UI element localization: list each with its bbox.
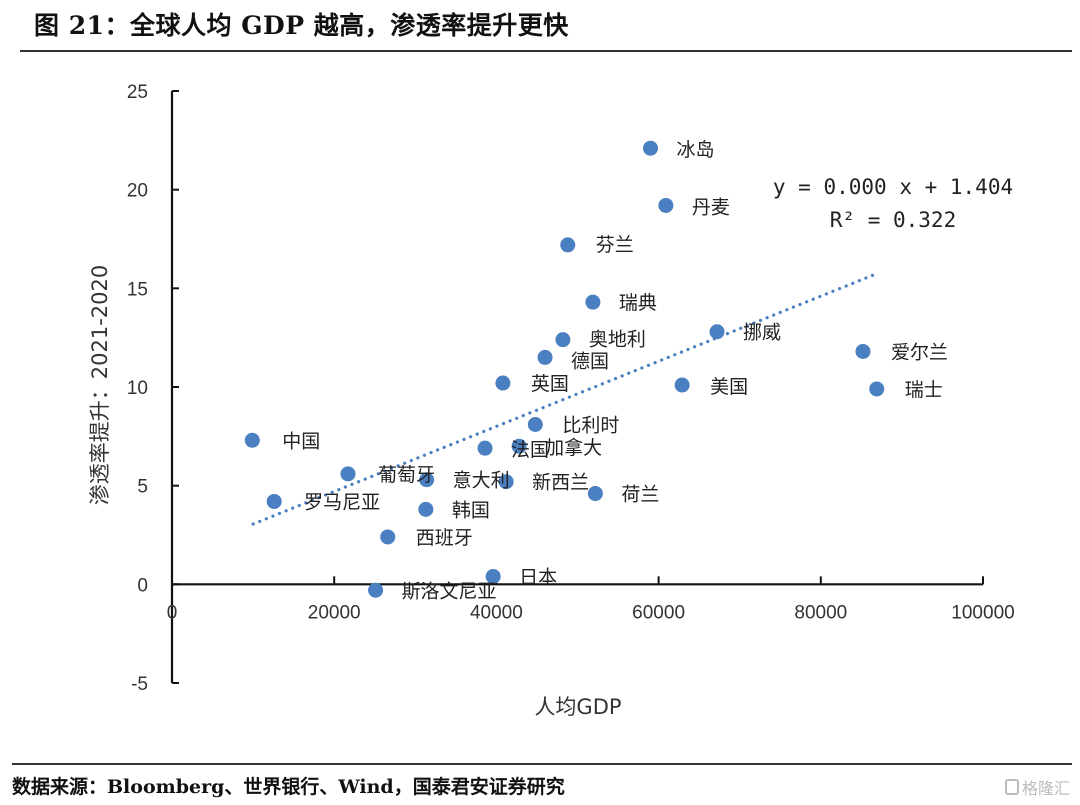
- point-label: 中国: [282, 430, 320, 452]
- y-tick-label: 15: [127, 279, 148, 300]
- y-tick-label: 5: [137, 477, 148, 498]
- point-label: 新西兰: [532, 472, 589, 494]
- axes: -5 0 5 10 15 20 25 0 20000 40000 60000 80000 100000: [127, 82, 1015, 695]
- top-divider: [20, 50, 1072, 52]
- point-label: 斯洛文尼亚: [402, 580, 497, 602]
- y-tick-label: 20: [127, 181, 148, 202]
- point-label: 丹麦: [692, 196, 730, 218]
- point-label: 法国: [511, 439, 549, 461]
- point-label: 西班牙: [416, 527, 473, 549]
- trendline-r2: R² = 0.322: [830, 208, 956, 232]
- data-point: [560, 237, 576, 253]
- data-point: [485, 568, 501, 584]
- figure-title: 图 21：全球人均 GDP 越高，渗透率提升更快: [34, 11, 569, 40]
- trendline-equation: y = 0.000 x + 1.404: [773, 175, 1013, 199]
- point-label: 美国: [710, 376, 748, 398]
- data-point: [266, 493, 282, 509]
- point-label: 韩国: [452, 499, 490, 521]
- data-point: [418, 501, 434, 517]
- data-point: [527, 416, 543, 432]
- data-point: [340, 466, 356, 482]
- data-point: [380, 529, 396, 545]
- data-point: [477, 440, 493, 456]
- data-point: [498, 474, 514, 490]
- y-tick-label: 10: [127, 378, 148, 399]
- data-point: [537, 349, 553, 365]
- point-label: 荷兰: [621, 484, 659, 506]
- point-label: 日本: [519, 566, 557, 588]
- data-point: [869, 381, 885, 397]
- y-axis-title: 渗透率提升：2021-2020: [88, 265, 112, 505]
- data-point: [674, 377, 690, 393]
- point-label: 罗马尼亚: [304, 491, 380, 513]
- data-point: [511, 438, 527, 454]
- point-label: 奥地利: [589, 329, 646, 351]
- x-tick-label: 100000: [951, 602, 1014, 623]
- x-tick-label: 20000: [308, 602, 361, 623]
- x-axis-title: 人均GDP: [534, 695, 621, 719]
- y-tick-label: 0: [137, 575, 148, 596]
- x-tick-label: 40000: [470, 602, 523, 623]
- data-point: [585, 294, 601, 310]
- bottom-divider: [12, 763, 1072, 765]
- data-point: [368, 582, 384, 598]
- data-point: [495, 375, 511, 391]
- point-label: 芬兰: [596, 234, 634, 256]
- point-label: 冰岛: [676, 139, 714, 161]
- point-label: 爱尔兰: [891, 341, 948, 363]
- data-point: [587, 486, 603, 502]
- data-point: [709, 324, 725, 340]
- trendline: [251, 271, 880, 526]
- source-note: 数据来源：Bloomberg、世界银行、Wind，国泰君安证券研究: [12, 776, 565, 798]
- point-label: 英国: [531, 373, 569, 395]
- trendline-group: [251, 271, 880, 526]
- data-point: [658, 197, 674, 213]
- points-group: [244, 140, 885, 598]
- data-point: [419, 472, 435, 488]
- x-tick-label: 0: [167, 602, 178, 623]
- watermark: 格隆汇: [1004, 775, 1070, 799]
- point-label: 比利时: [562, 414, 619, 436]
- point-label: 德国: [571, 350, 609, 372]
- data-point: [555, 332, 571, 348]
- point-label: 瑞士: [905, 379, 943, 401]
- point-label: 意大利: [453, 470, 510, 492]
- watermark-logo-icon: [1004, 779, 1019, 795]
- data-point: [642, 140, 658, 156]
- x-tick-label: 80000: [794, 602, 847, 623]
- data-point: [855, 343, 871, 359]
- watermark-text: 格隆汇: [1021, 779, 1070, 798]
- point-label: 葡萄牙: [378, 464, 435, 486]
- x-tick-label: 60000: [632, 602, 685, 623]
- point-label: 挪威: [743, 322, 781, 344]
- data-point: [244, 432, 260, 448]
- point-label: 瑞典: [619, 292, 657, 314]
- y-tick-label: 25: [127, 82, 148, 103]
- point-label: 加拿大: [545, 436, 602, 459]
- y-tick-label: -5: [131, 674, 148, 695]
